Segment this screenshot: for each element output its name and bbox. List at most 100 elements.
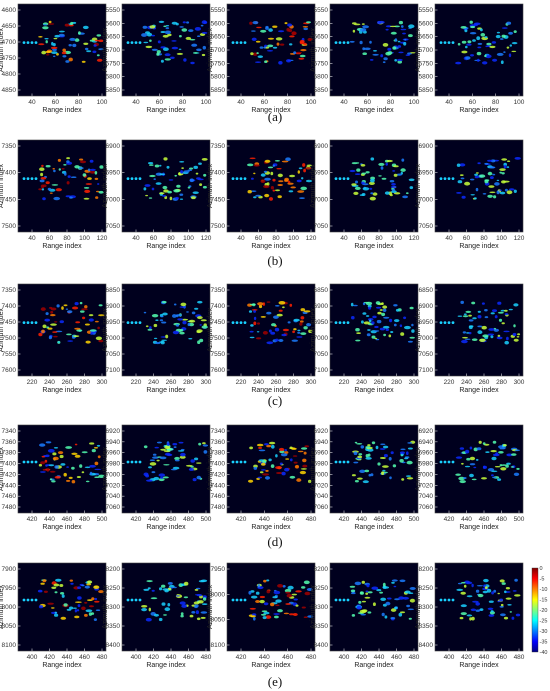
- intensity-blob: [365, 446, 371, 449]
- x-tick-label: 440: [62, 654, 73, 661]
- intensity-blob: [51, 41, 54, 46]
- intensity-blob: [390, 331, 394, 333]
- intensity-blob: [94, 600, 100, 603]
- y-tick-label: 6900: [314, 303, 329, 310]
- intensity-blob: [305, 179, 313, 183]
- intensity-dot: [231, 41, 235, 44]
- intensity-blob: [272, 164, 275, 167]
- intensity-blob: [457, 42, 461, 46]
- colorbar-tick-label: -40: [540, 650, 548, 656]
- intensity-blob: [407, 608, 414, 611]
- intensity-blob: [459, 480, 466, 484]
- intensity-dot: [447, 177, 451, 181]
- intensity-blob: [70, 582, 74, 585]
- intensity-blob: [96, 444, 101, 447]
- x-tick-label: 60: [261, 99, 269, 106]
- intensity-blob: [183, 58, 187, 62]
- intensity-blob: [489, 191, 496, 194]
- x-tick-label: 60: [52, 99, 60, 106]
- intensity-blob: [475, 187, 479, 192]
- intensity-blob: [379, 327, 385, 331]
- intensity-blob: [295, 604, 299, 607]
- intensity-blob: [170, 468, 177, 471]
- intensity-blob: [151, 471, 156, 474]
- intensity-blob: [293, 461, 298, 464]
- intensity-blob: [71, 452, 78, 455]
- intensity-dot: [231, 321, 235, 324]
- intensity-dot: [334, 598, 338, 602]
- x-tick-label: 420: [339, 516, 350, 523]
- intensity-blob: [508, 31, 513, 35]
- intensity-dot: [134, 41, 138, 44]
- intensity-blob: [250, 615, 256, 618]
- intensity-blob: [277, 184, 284, 186]
- intensity-blob: [300, 186, 308, 191]
- intensity-blob: [407, 442, 413, 444]
- intensity-blob: [484, 54, 487, 58]
- x-tick-label: 220: [339, 379, 350, 386]
- intensity-blob: [159, 173, 166, 176]
- intensity-blob: [513, 472, 520, 476]
- intensity-blob: [182, 21, 186, 24]
- intensity-dot: [26, 41, 30, 44]
- intensity-blob: [54, 591, 58, 594]
- intensity-blob: [278, 447, 285, 452]
- intensity-blob: [257, 322, 260, 325]
- intensity-blob: [42, 468, 46, 471]
- y-tick-label: 7460: [211, 493, 226, 500]
- intensity-blob: [383, 316, 390, 319]
- intensity-blob: [253, 466, 258, 470]
- intensity-blob: [166, 165, 170, 169]
- x-tick-label: 40: [340, 99, 348, 106]
- intensity-blob: [381, 312, 386, 317]
- intensity-blob: [89, 605, 94, 608]
- intensity-blob: [165, 25, 170, 27]
- intensity-blob: [256, 26, 262, 29]
- intensity-blob: [375, 301, 381, 305]
- y-tick-label: 8200: [106, 566, 121, 573]
- intensity-blob: [83, 197, 90, 200]
- intensity-dot: [439, 41, 443, 44]
- intensity-blob: [460, 591, 466, 595]
- intensity-blob: [391, 581, 395, 584]
- intensity-blob: [504, 309, 508, 312]
- intensity-blob: [84, 585, 90, 589]
- intensity-blob: [259, 471, 264, 474]
- intensity-blob: [68, 476, 73, 479]
- x-tick-label: 80: [492, 99, 500, 106]
- intensity-blob: [94, 39, 100, 42]
- intensity-blob: [367, 611, 372, 614]
- intensity-blob: [512, 332, 517, 337]
- intensity-blob: [51, 480, 56, 483]
- intensity-blob: [157, 40, 161, 44]
- intensity-blob: [143, 187, 147, 191]
- y-tick-label: 7050: [419, 351, 434, 358]
- intensity-blob: [297, 190, 305, 193]
- intensity-dot: [447, 41, 451, 44]
- y-tick-label: 7500: [211, 223, 226, 230]
- intensity-blob: [187, 322, 191, 327]
- intensity-blob: [287, 180, 291, 184]
- intensity-blob: [191, 43, 198, 47]
- intensity-blob: [79, 301, 83, 305]
- intensity-blob: [172, 466, 180, 470]
- intensity-blob: [40, 177, 47, 180]
- intensity-blob: [293, 328, 297, 331]
- intensity-blob: [465, 310, 472, 313]
- y-tick-label: 5750: [419, 60, 434, 67]
- intensity-blob: [394, 38, 398, 42]
- intensity-blob: [282, 328, 289, 332]
- intensity-blob: [257, 584, 260, 588]
- heatmap-background: [434, 3, 524, 97]
- intensity-blob: [372, 192, 378, 196]
- intensity-blob: [514, 578, 518, 582]
- intensity-blob: [65, 446, 72, 449]
- intensity-blob: [402, 32, 406, 35]
- intensity-blob: [386, 159, 393, 163]
- intensity-blob: [41, 50, 47, 55]
- intensity-blob: [64, 23, 70, 27]
- intensity-blob: [56, 304, 60, 308]
